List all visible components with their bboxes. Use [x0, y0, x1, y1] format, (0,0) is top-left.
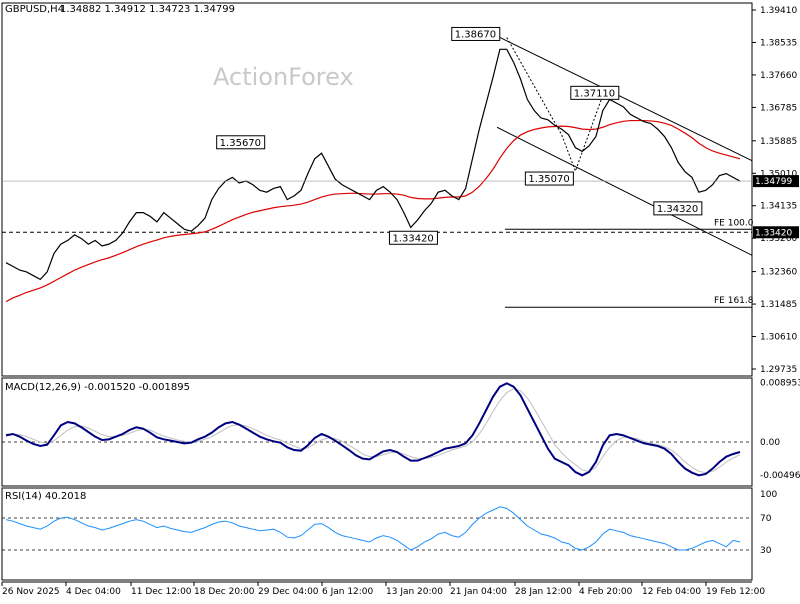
- x-tick-label: 19 Feb 12:00: [706, 587, 765, 597]
- x-tick-label: 13 Jan 20:00: [386, 587, 443, 597]
- watermark-text: ActionForex: [213, 63, 354, 91]
- price-annotation-label: 1.38670: [455, 29, 496, 40]
- price-annotation-box: [570, 85, 620, 100]
- rsi-y-tick-label: 30: [760, 546, 772, 556]
- fe-label: FE 161.8: [714, 296, 754, 306]
- fe-label: FE 100.0: [714, 218, 754, 228]
- x-tick-label: 4 Dec 04:00: [66, 587, 121, 597]
- macd-panel-title: MACD(12,26,9) -0.001520 -0.001895: [5, 382, 190, 393]
- price-annotation-label: 1.35070: [528, 174, 569, 185]
- rsi-panel-title: RSI(14) 40.2018: [5, 491, 86, 502]
- price-annotation-box: [653, 201, 703, 216]
- price-annotation-label: 1.33420: [392, 233, 433, 244]
- rsi-y-tick-label: 70: [760, 514, 772, 524]
- rsi-y-tick-label: 100: [760, 490, 777, 500]
- price-annotation-box: [524, 171, 574, 186]
- channel-upper-line: [499, 37, 753, 162]
- reference-price-label: 1.33420: [755, 228, 792, 238]
- price-annotation-box: [451, 26, 501, 41]
- x-tick-label: 21 Jan 04:00: [450, 587, 507, 597]
- price-y-tick-label: 1.35010: [760, 169, 797, 179]
- price-y-tick-label: 1.31485: [760, 300, 797, 310]
- swing-zigzag-line: [506, 37, 604, 173]
- x-tick-label: 28 Jan 12:00: [515, 587, 572, 597]
- price-y-tick-label: 1.30610: [760, 333, 797, 343]
- rsi-line: [5, 506, 741, 551]
- price-y-tick-label: 1.35885: [760, 137, 797, 147]
- x-tick-label: 12 Feb 04:00: [642, 587, 701, 597]
- reference-price-box: [753, 226, 799, 239]
- channel-lower-line: [496, 126, 753, 256]
- macd-line: [5, 382, 741, 477]
- macd-y-tick-label: 0.00: [760, 438, 780, 448]
- ohlc-readout: 1.34882 1.34912 1.34723 1.34799: [60, 4, 235, 15]
- x-tick-label: 11 Dec 12:00: [131, 587, 192, 597]
- price-y-tick-label: 1.36785: [760, 103, 797, 113]
- x-tick-label: 18 Dec 20:00: [194, 587, 255, 597]
- x-tick-label: 6 Jan 12:00: [322, 587, 374, 597]
- price-annotation-label: 1.35670: [220, 138, 261, 149]
- macd-y-tick-label: 0.008953: [760, 378, 800, 388]
- price-y-tick-label: 1.37660: [760, 71, 797, 81]
- x-tick-label: 26 Nov 2025: [2, 587, 60, 597]
- price-panel-title: GBPUSD,H4: [5, 4, 65, 15]
- rsi-panel-frame: [1, 487, 753, 581]
- price-y-tick-label: 1.33260: [760, 234, 797, 244]
- price-y-tick-label: 1.34135: [760, 202, 797, 212]
- last-price-label: 1.34799: [755, 177, 792, 187]
- price-annotation-label: 1.37110: [574, 88, 615, 99]
- price-y-tick-label: 1.29735: [760, 365, 797, 375]
- macd-signal-line: [6, 388, 741, 474]
- macd-panel-frame: [1, 377, 753, 487]
- moving-average-line: [5, 119, 741, 303]
- price-annotation-box: [216, 135, 266, 150]
- macd-y-tick-label: -0.004962: [760, 471, 800, 481]
- last-price-box: [753, 175, 799, 188]
- price-panel-frame: [1, 2, 753, 377]
- price-y-tick-label: 1.39410: [760, 6, 797, 16]
- price-annotation-box: [388, 230, 438, 245]
- x-tick-label: 4 Feb 20:00: [579, 587, 633, 597]
- price-y-tick-label: 1.38535: [760, 38, 797, 48]
- price-annotation-label: 1.34320: [657, 204, 698, 215]
- price-y-tick-label: 1.32360: [760, 268, 797, 278]
- x-tick-label: 29 Dec 04:00: [258, 587, 319, 597]
- price-close-line: [5, 48, 741, 281]
